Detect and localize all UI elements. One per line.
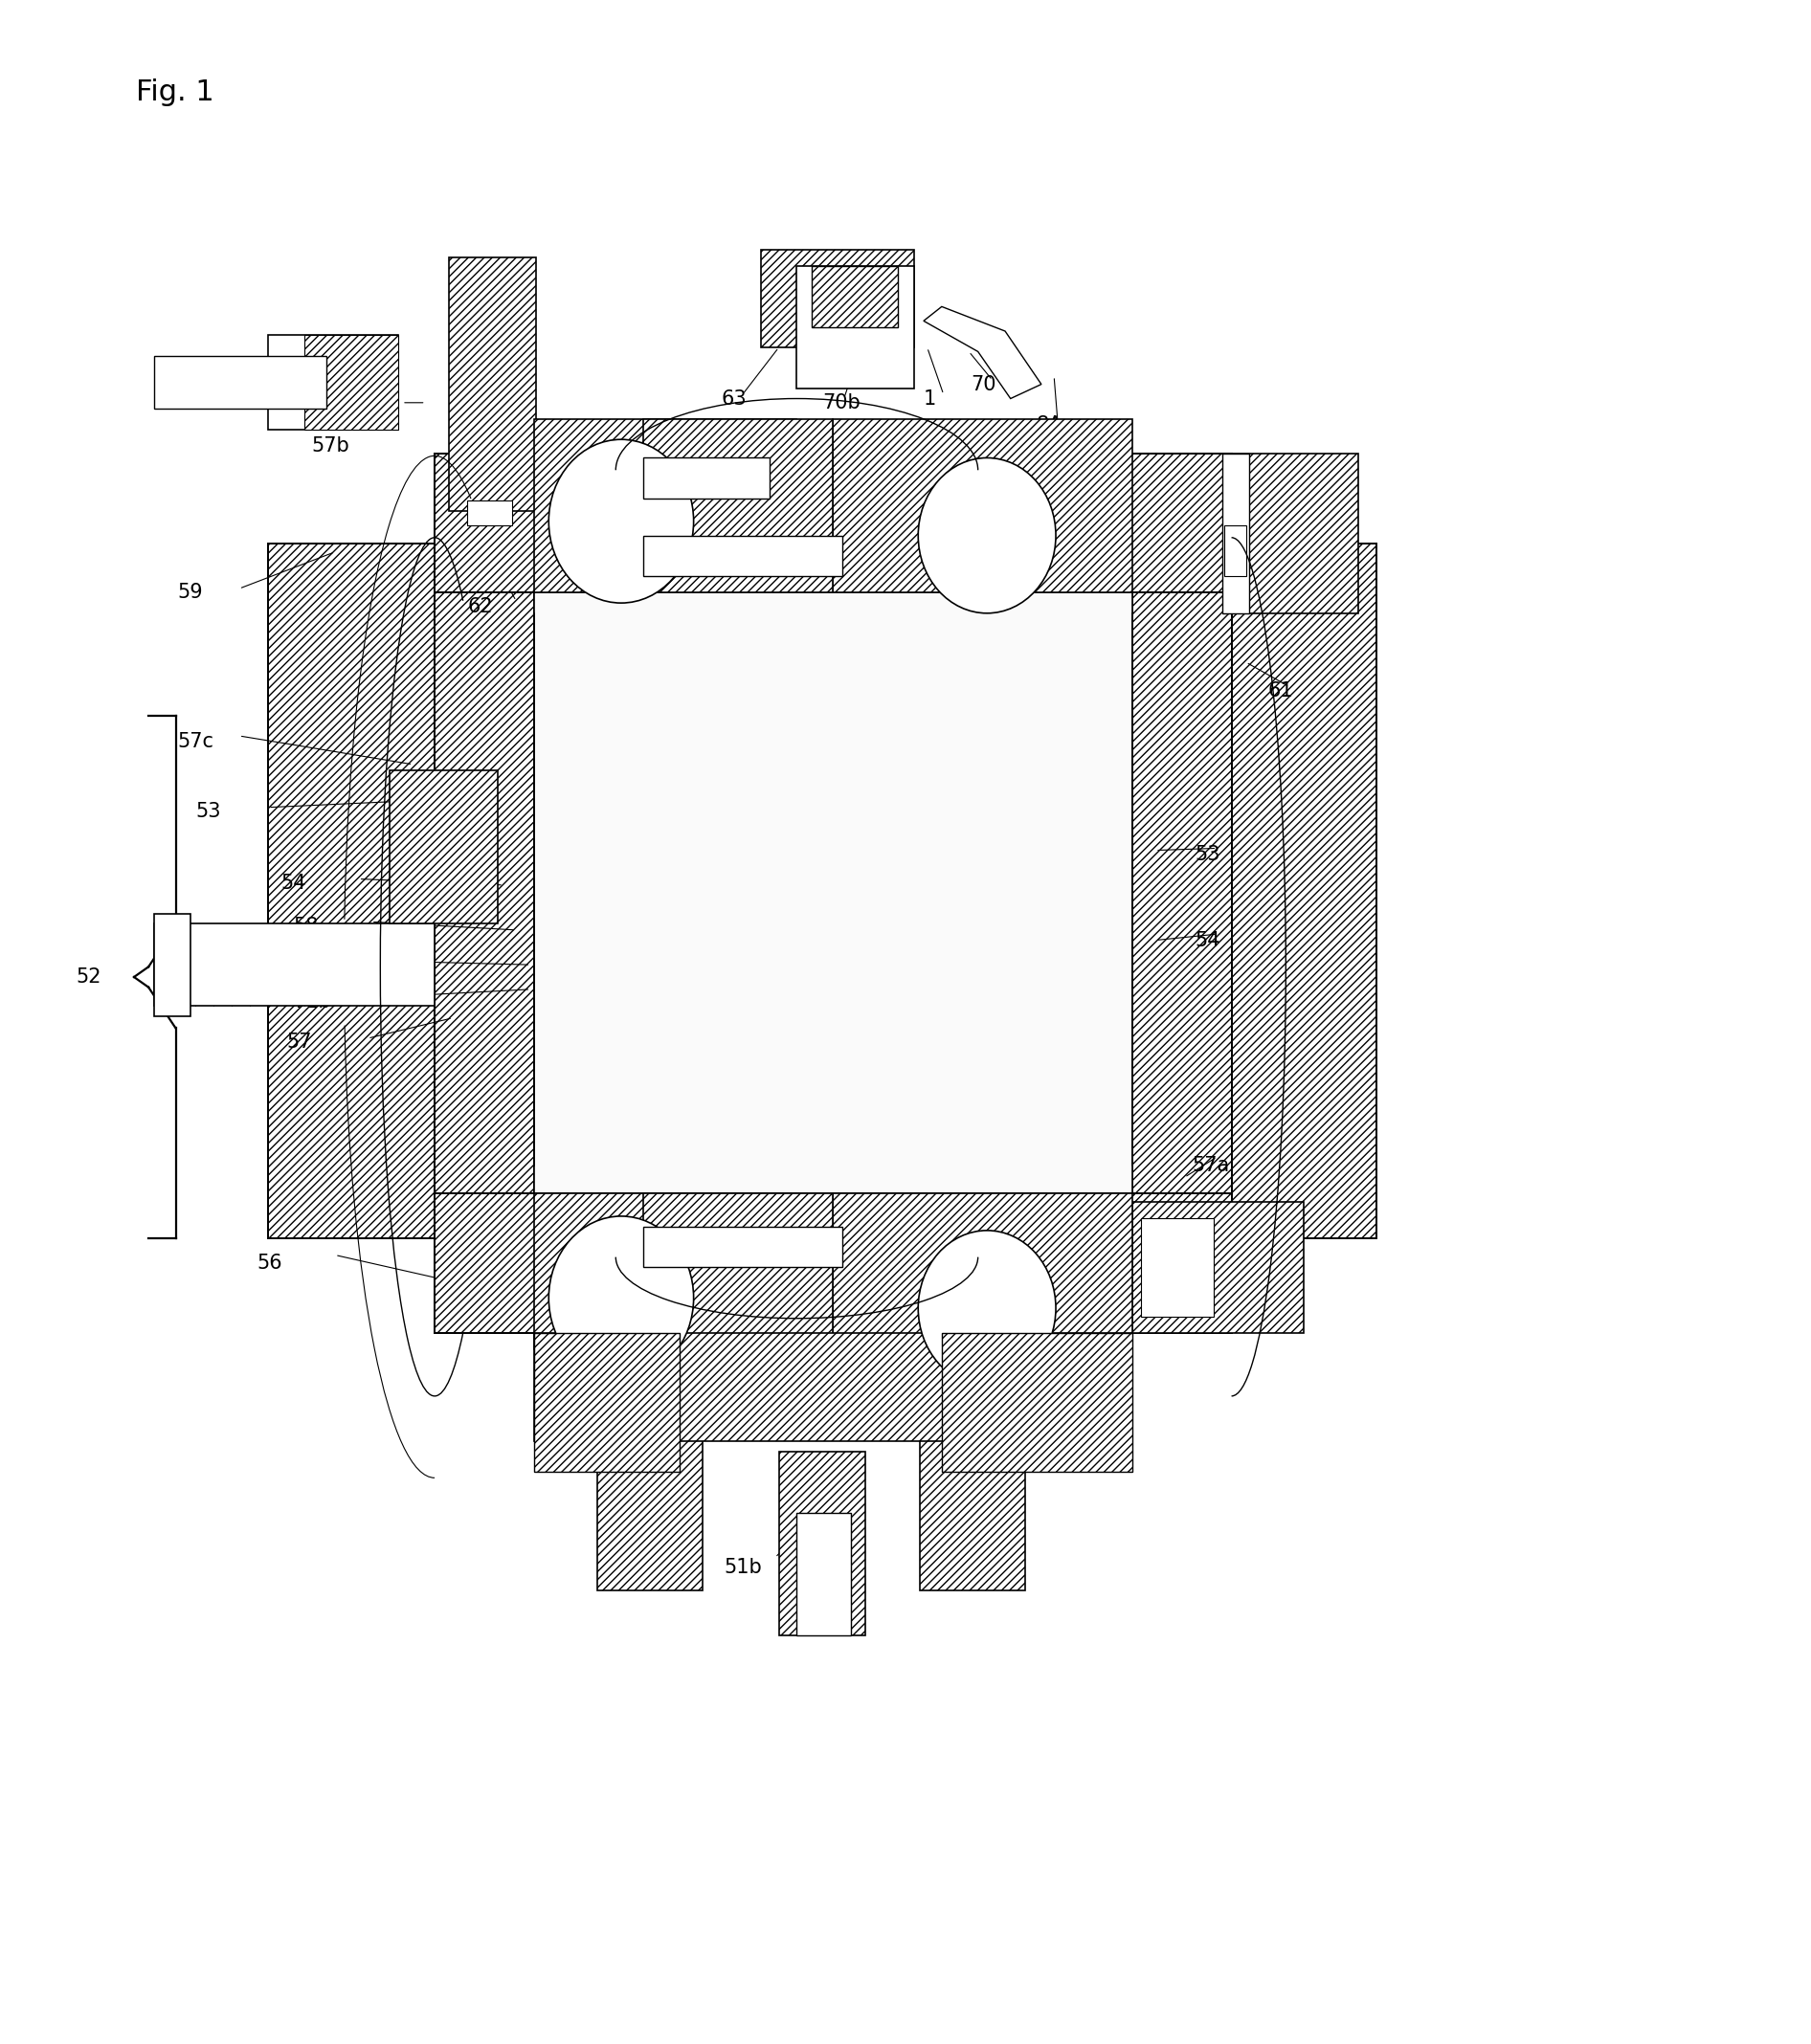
Bar [435, 454, 534, 1333]
Text: 57c: 57c [177, 732, 214, 752]
Bar [268, 544, 435, 1239]
Text: 52: 52 [76, 967, 101, 987]
Circle shape [549, 1216, 694, 1380]
Bar [920, 1333, 1025, 1590]
Text: 8A: 8A [1036, 415, 1061, 435]
Bar [833, 419, 1132, 593]
Bar [643, 458, 770, 499]
Bar [1224, 525, 1246, 576]
Polygon shape [924, 307, 1041, 399]
Text: 57aa: 57aa [1204, 1210, 1253, 1230]
Text: 62: 62 [467, 597, 493, 617]
Text: 70b: 70b [822, 392, 860, 413]
Bar [268, 335, 398, 429]
Bar [797, 266, 915, 388]
Bar [268, 544, 435, 1239]
Bar [467, 501, 513, 525]
Bar [1231, 544, 1376, 1239]
Bar [534, 1194, 797, 1349]
Bar [435, 1194, 1231, 1333]
Bar [811, 266, 898, 327]
Bar [435, 454, 1231, 593]
Bar [643, 419, 833, 593]
Text: 55: 55 [992, 1523, 1018, 1543]
Text: 70a: 70a [1112, 464, 1150, 484]
Text: 56: 56 [257, 1253, 283, 1273]
Text: 61: 61 [1268, 681, 1293, 701]
Bar [154, 914, 190, 1016]
Bar [534, 593, 1132, 1194]
Bar [797, 1513, 851, 1635]
Text: 57b: 57b [311, 435, 350, 456]
Bar [304, 335, 398, 429]
Bar [154, 356, 326, 409]
Text: 71: 71 [855, 873, 880, 893]
Bar [779, 1451, 866, 1635]
Bar [1141, 1218, 1213, 1316]
Bar [534, 1333, 679, 1472]
Bar [1231, 544, 1376, 1239]
Bar [1222, 454, 1250, 613]
Text: 1: 1 [924, 388, 936, 409]
Bar [643, 1194, 833, 1349]
Bar [534, 1333, 679, 1472]
Text: 71b: 71b [293, 991, 331, 1012]
Text: 55: 55 [619, 1506, 645, 1527]
Text: 58: 58 [293, 916, 319, 936]
Bar [643, 536, 842, 576]
Text: 54: 54 [1195, 930, 1221, 950]
Text: 56: 56 [1155, 1302, 1181, 1322]
Bar [643, 1226, 842, 1267]
Circle shape [918, 458, 1056, 613]
Text: Fig. 1: Fig. 1 [136, 78, 214, 106]
Text: 53: 53 [196, 801, 221, 822]
Bar [1132, 454, 1231, 1333]
Text: 51b: 51b [724, 1558, 762, 1578]
Bar [761, 249, 915, 347]
Text: 59: 59 [177, 583, 203, 603]
Text: 70: 70 [971, 374, 996, 394]
Bar [154, 924, 435, 1006]
Text: 71a: 71a [293, 955, 331, 975]
Text: 60: 60 [840, 1558, 866, 1578]
Bar [389, 771, 498, 924]
Text: 51: 51 [1217, 505, 1242, 525]
Text: 57: 57 [286, 1032, 311, 1053]
Bar [534, 1333, 1132, 1441]
Text: 53: 53 [1195, 844, 1221, 865]
Bar [1132, 1202, 1304, 1333]
Bar [833, 1194, 1132, 1349]
Bar [942, 1333, 1132, 1472]
Text: 57a: 57a [1192, 1155, 1230, 1175]
Bar [1231, 454, 1358, 613]
Circle shape [918, 1230, 1056, 1386]
Bar [942, 1333, 1132, 1472]
Text: 54: 54 [281, 873, 306, 893]
Circle shape [549, 439, 694, 603]
Text: 63: 63 [721, 388, 746, 409]
Bar [534, 419, 797, 593]
Bar [449, 258, 536, 511]
Bar [598, 1333, 703, 1590]
